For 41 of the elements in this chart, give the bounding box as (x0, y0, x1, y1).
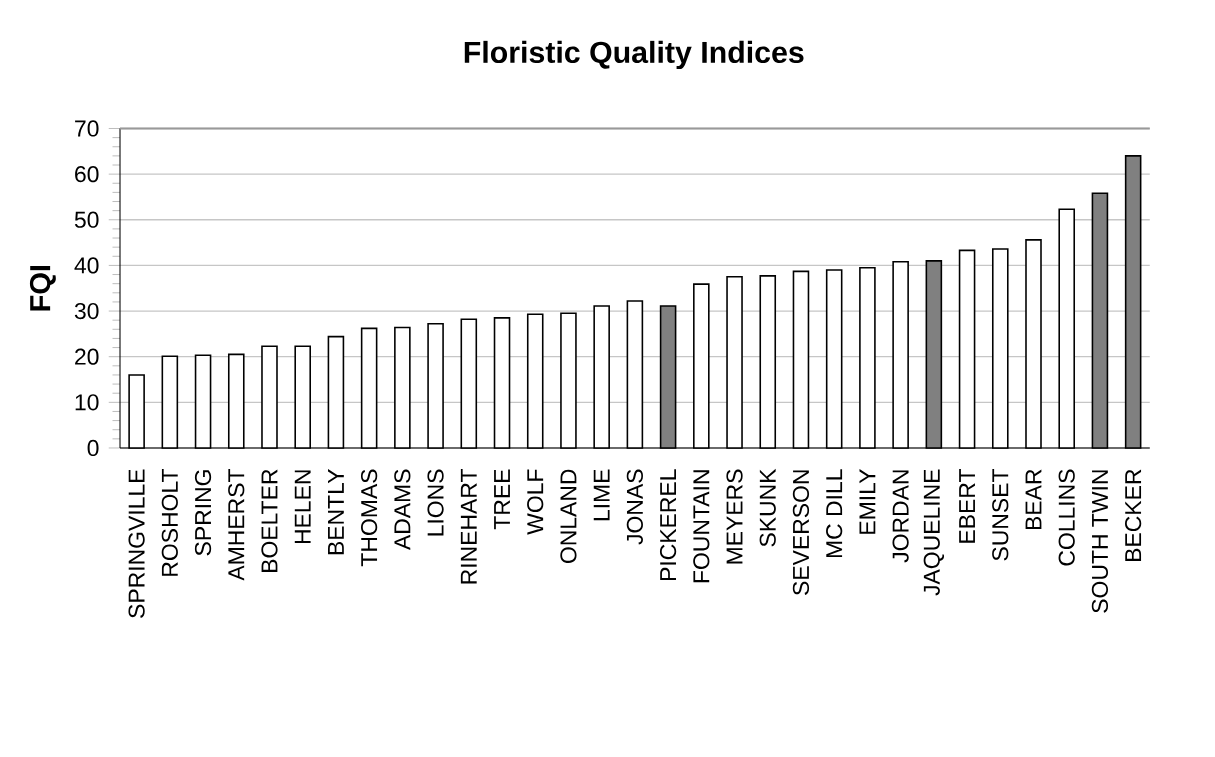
x-tick-label: JAQUELINE (923, 469, 945, 596)
y-tick-label: 10 (75, 394, 99, 411)
x-tick-label: SKUNK (759, 468, 776, 547)
y-tick-label: 70 (75, 120, 99, 137)
y-tick-label: 60 (75, 166, 99, 183)
chart-title: Floristic Quality Indices (464, 40, 804, 70)
x-tick-label: COLLINS (1058, 469, 1075, 566)
y-tick-label: 30 (74, 302, 99, 320)
x-tick-label: PICKEREL (659, 469, 677, 581)
x-tick-label: BECKER (1125, 469, 1142, 561)
x-tick-label: TREE (494, 469, 510, 530)
x-tick-label: SPRINGVILLE (128, 469, 145, 618)
y-tick-label: 20 (75, 348, 99, 365)
x-tick-label: BOELTER (261, 469, 278, 572)
x-tick-label: AMHERST (228, 469, 245, 581)
x-tick-label: RINEHART (460, 469, 477, 584)
x-tick-label: JONAS (626, 469, 643, 545)
x-tick-label: ONLAND (560, 469, 577, 564)
x-tick-label: FOUNTAIN (693, 470, 710, 583)
y-tick-label: 50 (74, 211, 99, 228)
x-tick-label: ADAMS (394, 469, 411, 551)
x-tick-label: SUNSET (992, 469, 1009, 561)
x-tick-label: ROSHOLT (161, 469, 178, 576)
x-tick-label: SOUTH TWIN (1091, 470, 1109, 613)
x-tick-label: BENTLY (328, 469, 344, 555)
x-tick-label: MC DILL (826, 469, 843, 558)
x-tick-label: SPRING (194, 470, 212, 556)
x-tick-label: MEYERS (726, 469, 743, 564)
x-tick-label: LIONS (427, 469, 444, 536)
x-tick-label: EBERT (959, 469, 975, 543)
x-tick-label: JORDAN (892, 470, 909, 563)
y-tick-label: 40 (74, 257, 99, 274)
x-tick-label: HELEN (294, 470, 311, 544)
x-tick-label: LIME (593, 469, 610, 521)
x-tick-label: BEAR (1025, 469, 1042, 530)
x-tick-label: WOLF (527, 469, 544, 535)
y-axis-title: FQI (29, 266, 56, 311)
x-tick-label: THOMAS (361, 469, 378, 567)
y-tick-label: 0 (87, 439, 99, 457)
x-tick-label: SEVERSON (792, 470, 810, 595)
x-tick-label: EMILY (859, 469, 876, 534)
